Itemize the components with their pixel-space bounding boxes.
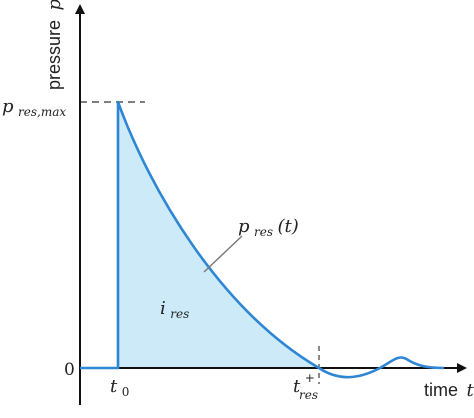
svg-text:pressure p: pressure p: [44, 0, 65, 90]
t0-label: t 0: [110, 376, 129, 399]
y-axis-title: pressure p: [44, 0, 65, 90]
curve-label: p res (t): [238, 216, 299, 240]
y-axis-title-word: pressure: [44, 20, 64, 90]
area-label: i res: [160, 298, 189, 321]
x-axis-variable: t: [467, 380, 474, 401]
curve-label-subscript: res: [254, 225, 273, 239]
zero-label: 0: [64, 360, 75, 380]
pressure-curve: [80, 100, 445, 379]
t0-subscript: 0: [122, 385, 130, 399]
t-res-plus-label: t +: [293, 371, 315, 397]
t-res-superscript: +: [305, 371, 315, 385]
impulse-area: [118, 102, 319, 368]
x-axis-title-word: time: [424, 380, 458, 400]
curve-label-argument: (t): [278, 216, 299, 237]
t-res-subscript: res: [299, 388, 318, 402]
x-axis-title: time t: [424, 380, 474, 401]
curve-label-symbol: p: [238, 216, 250, 237]
p-res-max-subscript: res,max: [18, 105, 66, 119]
t0-symbol: t: [110, 376, 118, 397]
y-axis-variable: p: [44, 0, 65, 10]
t-res-symbol: t: [293, 376, 301, 397]
p-res-max-label: p res,max: [2, 96, 66, 119]
p-res-max-symbol: p: [2, 96, 14, 117]
curve-label-leader: [203, 235, 243, 273]
area-label-symbol: i: [160, 298, 166, 319]
area-label-subscript: res: [170, 307, 189, 321]
